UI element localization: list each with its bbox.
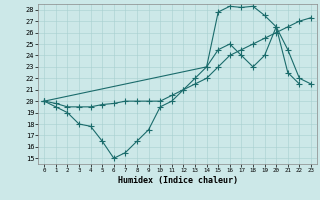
X-axis label: Humidex (Indice chaleur): Humidex (Indice chaleur) [118,176,238,185]
